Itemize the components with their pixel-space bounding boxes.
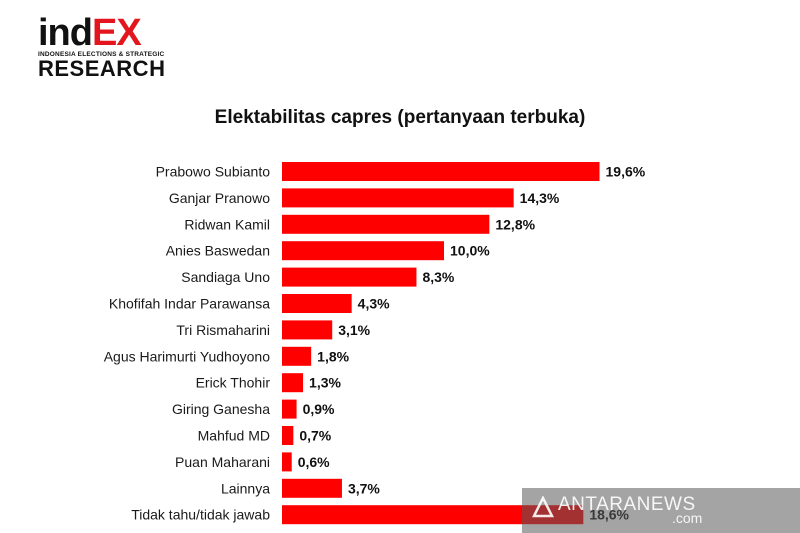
bar <box>282 214 490 234</box>
logo-part-red: EX <box>91 12 142 54</box>
logo-tagline: INDONESIA ELECTIONS & STRATEGIC <box>38 51 165 58</box>
data-label: 1,3% <box>309 375 341 391</box>
bar <box>282 346 312 366</box>
category-label: Erick Thohir <box>196 375 271 391</box>
data-label: 14,3% <box>520 190 560 206</box>
data-label: 0,9% <box>303 401 335 417</box>
data-label: 0,6% <box>298 454 330 470</box>
bar <box>282 294 352 313</box>
antara-logo-icon <box>532 496 554 518</box>
category-label: Ridwan Kamil <box>184 216 270 232</box>
logo-part-black: ind <box>38 12 93 54</box>
bar <box>282 162 600 181</box>
category-label: Prabowo Subianto <box>156 164 271 180</box>
logo-research: RESEARCH <box>38 56 166 81</box>
data-label: 3,1% <box>338 322 370 338</box>
category-label: Agus Harimurti Yudhoyono <box>104 348 270 364</box>
bar <box>282 241 444 261</box>
category-label: Ganjar Pranowo <box>169 190 270 206</box>
watermark-overlay <box>522 488 800 533</box>
index-research-logo: indEX INDONESIA ELECTIONS & STRATEGIC RE… <box>38 14 166 81</box>
category-label: Tidak tahu/tidak jawab <box>131 507 270 523</box>
category-label: Mahfud MD <box>198 428 270 444</box>
bar <box>282 505 584 525</box>
category-label: Lainnya <box>221 480 270 496</box>
data-label: 10,0% <box>450 243 490 259</box>
data-label: 1,8% <box>317 348 349 364</box>
category-label: Anies Baswedan <box>166 243 270 259</box>
watermark-suffix: .com <box>672 510 703 526</box>
category-label: Khofifah Indar Parawansa <box>109 296 270 312</box>
data-label: 0,7% <box>299 428 331 444</box>
data-label: 3,7% <box>348 480 380 496</box>
bar <box>282 426 294 445</box>
category-label: Sandiaga Uno <box>181 269 270 285</box>
logo-wordmark: indEX <box>38 14 165 52</box>
watermark-text: ANTARANEWS <box>558 494 696 515</box>
chart-title: Elektabilitas capres (pertanyaan terbuka… <box>214 107 586 128</box>
data-label: 8,3% <box>422 269 454 285</box>
bar <box>282 267 417 287</box>
data-label: 19,6% <box>606 164 646 180</box>
bar <box>282 452 292 472</box>
bar <box>282 478 342 498</box>
bar <box>282 373 304 393</box>
category-label: Giring Ganesha <box>172 401 270 417</box>
category-label: Tri Rismaharini <box>176 322 270 338</box>
bar <box>282 320 333 340</box>
data-label: 4,3% <box>358 296 390 312</box>
bar <box>282 399 297 419</box>
data-label: 12,8% <box>495 216 535 232</box>
category-label: Puan Maharani <box>175 454 270 470</box>
bar <box>282 188 514 208</box>
